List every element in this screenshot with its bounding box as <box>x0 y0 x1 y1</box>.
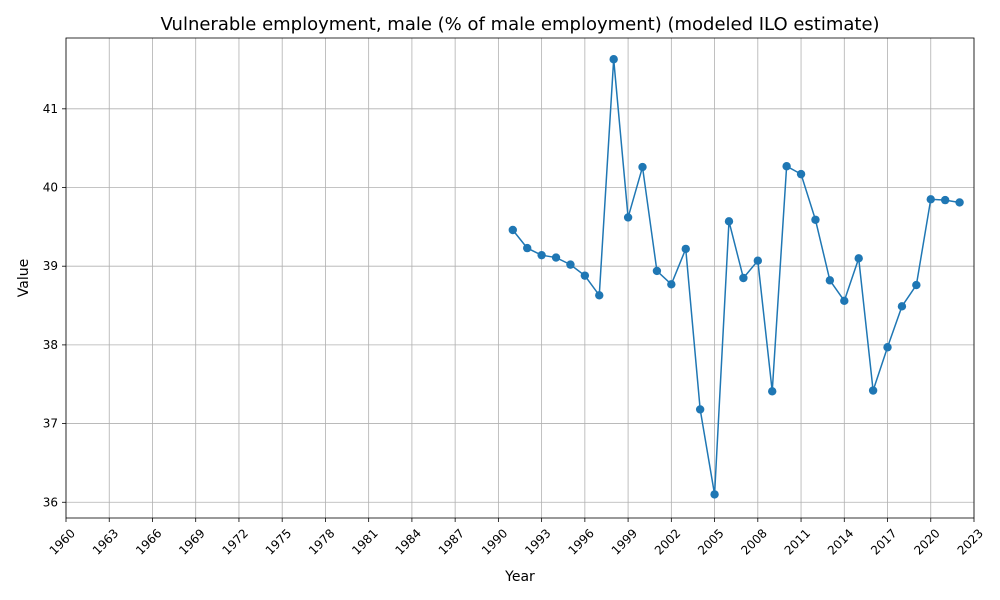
data-point <box>537 250 546 260</box>
data-point <box>609 55 618 64</box>
data-point <box>868 386 878 395</box>
data-point <box>940 195 950 205</box>
data-point <box>782 162 791 171</box>
series-group <box>508 55 964 499</box>
data-point <box>912 280 921 290</box>
data-point <box>695 405 705 414</box>
chart-title: Vulnerable employment, male (% of male e… <box>160 14 879 35</box>
data-point <box>580 271 590 280</box>
data-point <box>897 302 907 311</box>
data-point <box>623 213 633 222</box>
data-point <box>595 291 604 300</box>
plot-area-frame <box>65 37 975 519</box>
y-axis-ticks: 36 37 38 39 40 41 <box>43 102 66 509</box>
data-point <box>811 215 820 224</box>
data-point <box>724 217 734 226</box>
data-point <box>667 280 676 289</box>
data-point <box>523 243 532 253</box>
data-point <box>796 169 806 179</box>
data-point <box>753 256 763 265</box>
data-point <box>508 225 517 235</box>
y-tick-label: 40 <box>43 181 58 195</box>
data-point <box>825 276 835 285</box>
y-tick-label: 37 <box>43 417 58 431</box>
x-axis-title: Year <box>504 569 535 585</box>
data-point <box>840 296 849 306</box>
data-point <box>681 244 690 254</box>
data-point <box>883 343 892 352</box>
y-tick-label: 41 <box>43 102 58 116</box>
data-point <box>710 490 719 499</box>
data-point <box>955 198 964 207</box>
data-point <box>768 387 777 396</box>
data-point <box>551 253 561 262</box>
y-tick-label: 36 <box>43 495 58 509</box>
data-point <box>638 162 647 172</box>
y-tick-label: 38 <box>43 338 58 352</box>
data-point <box>652 266 662 276</box>
data-point <box>739 273 748 283</box>
data-point <box>566 260 575 269</box>
data-point <box>854 254 863 263</box>
y-tick-label: 39 <box>43 259 58 273</box>
data-point <box>926 195 935 204</box>
y-axis-title: Value <box>16 259 32 297</box>
